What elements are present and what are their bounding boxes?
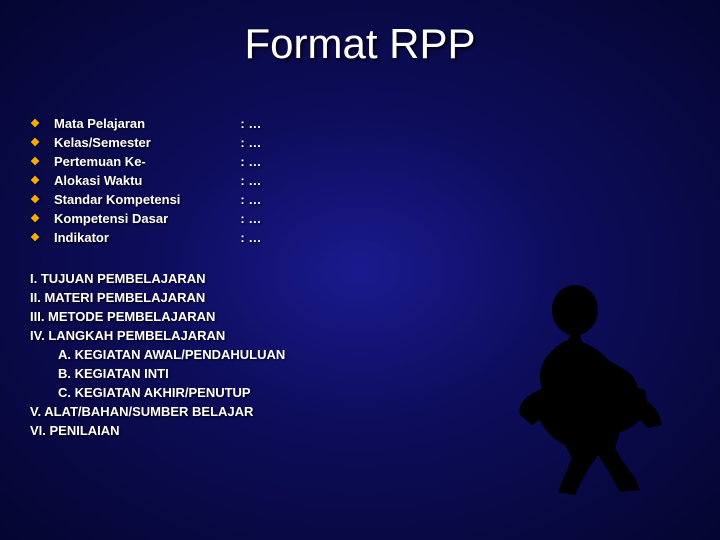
field-value: : … bbox=[240, 191, 261, 209]
content-area: ❖ Mata Pelajaran ❖ Kelas/Semester ❖ Pertemu… bbox=[30, 115, 285, 440]
section-item: VI. PENILAIAN bbox=[30, 421, 285, 440]
field-labels: ❖ Mata Pelajaran ❖ Kelas/Semester ❖ Pertemu… bbox=[30, 115, 180, 247]
field-item: ❖ Mata Pelajaran bbox=[30, 115, 180, 133]
field-item: ❖ Indikator bbox=[30, 229, 180, 247]
field-item: ❖ Standar Kompetensi bbox=[30, 191, 180, 209]
field-value: : … bbox=[240, 172, 261, 190]
field-value: : … bbox=[240, 229, 261, 247]
section-item: III. METODE PEMBELAJARAN bbox=[30, 307, 285, 326]
section-item: A. KEGIATAN AWAL/PENDAHULUAN bbox=[30, 345, 285, 364]
field-value: : … bbox=[240, 115, 261, 133]
field-value: : … bbox=[240, 210, 261, 228]
field-label: Indikator bbox=[54, 229, 109, 247]
field-item: ❖ Pertemuan Ke- bbox=[30, 153, 180, 171]
field-item: ❖ Kompetensi Dasar bbox=[30, 210, 180, 228]
section-item: II. MATERI PEMBELAJARAN bbox=[30, 288, 285, 307]
field-label: Mata Pelajaran bbox=[54, 115, 145, 133]
field-label: Pertemuan Ke- bbox=[54, 153, 146, 171]
diamond-bullet-icon: ❖ bbox=[30, 115, 40, 133]
diamond-bullet-icon: ❖ bbox=[30, 172, 40, 190]
section-item: IV. LANGKAH PEMBELAJARAN bbox=[30, 326, 285, 345]
field-item: ❖ Alokasi Waktu bbox=[30, 172, 180, 190]
sections-list: I. TUJUAN PEMBELAJARAN II. MATERI PEMBEL… bbox=[30, 269, 285, 440]
diamond-bullet-icon: ❖ bbox=[30, 191, 40, 209]
field-value: : … bbox=[240, 153, 261, 171]
diamond-bullet-icon: ❖ bbox=[30, 210, 40, 228]
field-label: Kompetensi Dasar bbox=[54, 210, 168, 228]
diamond-bullet-icon: ❖ bbox=[30, 153, 40, 171]
diamond-bullet-icon: ❖ bbox=[30, 134, 40, 152]
diamond-bullet-icon: ❖ bbox=[30, 229, 40, 247]
section-item: V. ALAT/BAHAN/SUMBER BELAJAR bbox=[30, 402, 285, 421]
section-item: B. KEGIATAN INTI bbox=[30, 364, 285, 383]
field-value: : … bbox=[240, 134, 261, 152]
field-label: Alokasi Waktu bbox=[54, 172, 142, 190]
section-item: C. KEGIATAN AKHIR/PENUTUP bbox=[30, 383, 285, 402]
field-values: : … : … : … : … : … : … : … bbox=[240, 115, 261, 247]
field-label: Kelas/Semester bbox=[54, 134, 151, 152]
field-label: Standar Kompetensi bbox=[54, 191, 180, 209]
slide-title: Format RPP bbox=[0, 0, 720, 68]
fields-row: ❖ Mata Pelajaran ❖ Kelas/Semester ❖ Pertemu… bbox=[30, 115, 285, 247]
field-item: ❖ Kelas/Semester bbox=[30, 134, 180, 152]
section-item: I. TUJUAN PEMBELAJARAN bbox=[30, 269, 285, 288]
reader-silhouette-icon bbox=[470, 270, 680, 500]
